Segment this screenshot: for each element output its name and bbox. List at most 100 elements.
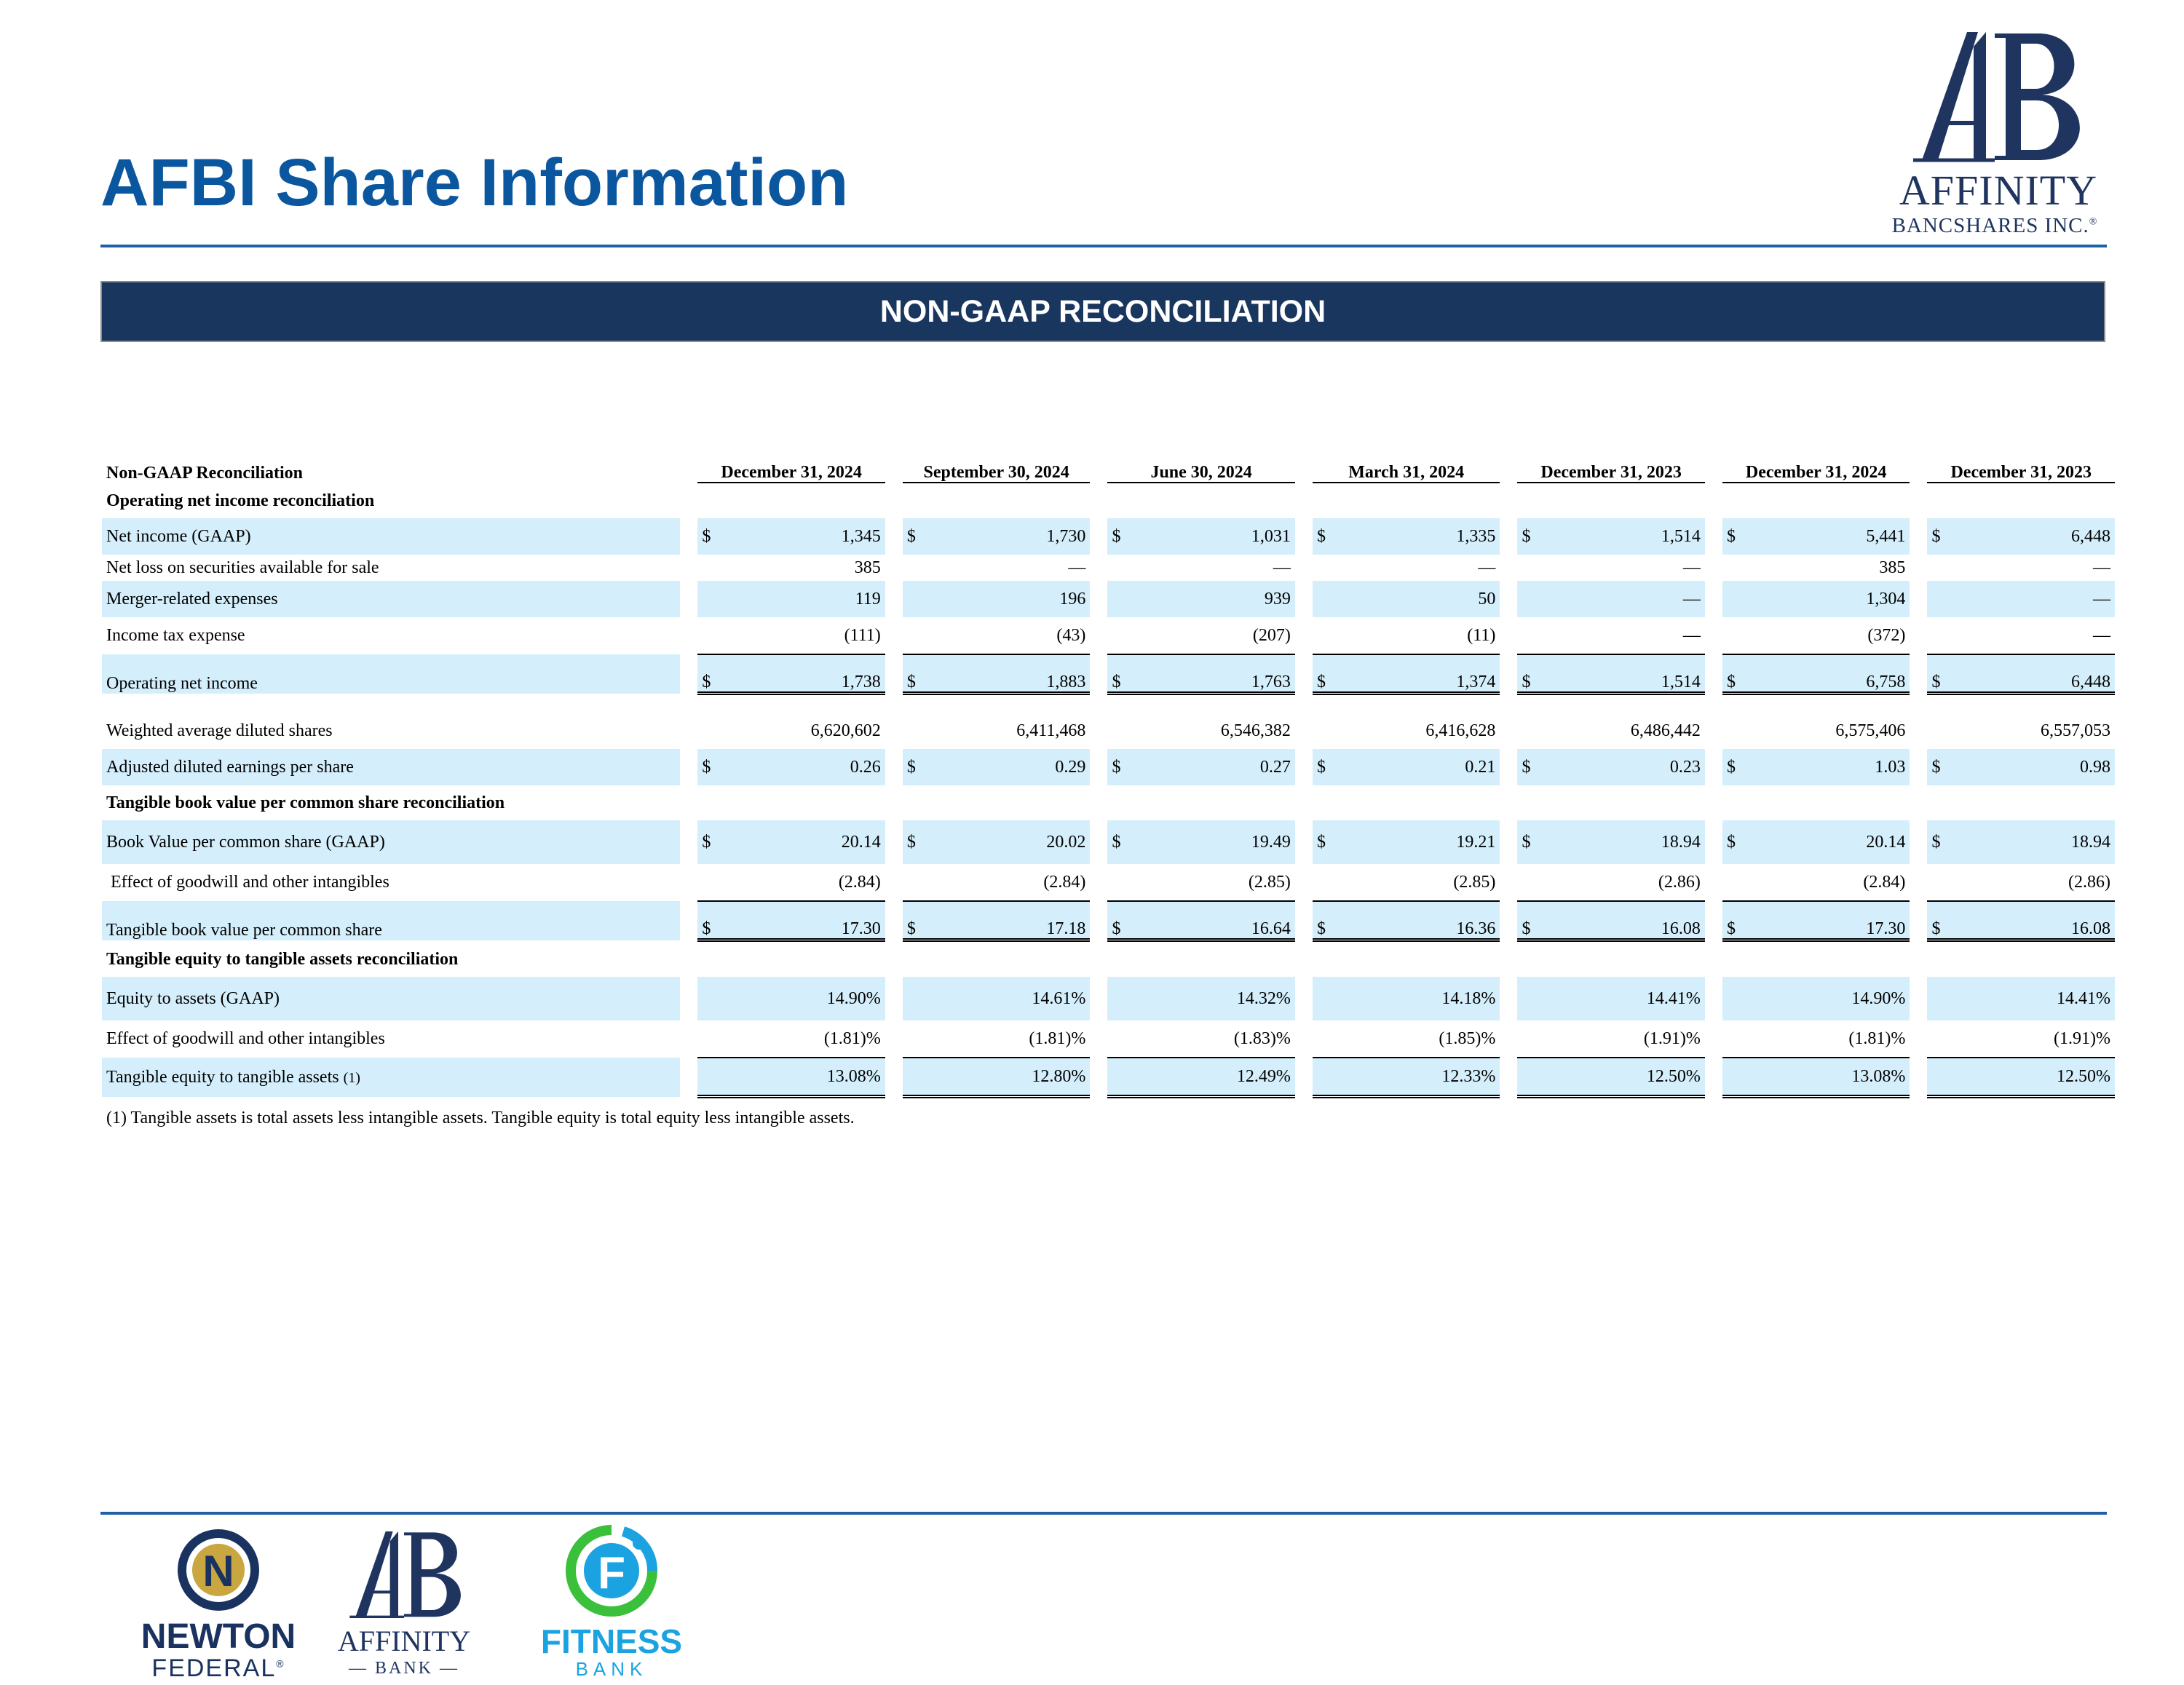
currency-symbol: $ — [1722, 901, 1748, 942]
currency-symbol: $ — [1927, 654, 1952, 695]
cell-value: (2.85) — [1337, 864, 1500, 902]
row-label: Equity to assets (GAAP) — [102, 977, 681, 1020]
table-header-row: Non-GAAP Reconciliation December 31, 2024… — [102, 457, 2115, 483]
footnote: (1) Tangible assets is total assets less… — [106, 1109, 855, 1127]
currency-symbol — [1517, 977, 1543, 1020]
affinity-wordmark: AFFINITY — [1899, 167, 2098, 214]
currency-symbol — [1927, 1020, 1952, 1058]
currency-symbol: $ — [697, 518, 723, 555]
row-label: Net income (GAAP) — [102, 518, 681, 555]
currency-symbol — [697, 581, 723, 617]
currency-symbol — [1517, 864, 1543, 902]
column-header: September 30, 2024 — [902, 457, 1091, 483]
cell-value: (2.84) — [927, 864, 1091, 902]
ab-monogram-icon — [1913, 32, 2080, 162]
currency-symbol — [1927, 1058, 1952, 1098]
currency-symbol: $ — [1107, 901, 1133, 942]
currency-symbol: $ — [1517, 901, 1543, 942]
currency-symbol: $ — [1722, 518, 1748, 555]
table-row: Income tax expense (111) (43) (207) (11) — (37… — [102, 617, 2115, 655]
table-row: Operating net income $1,738 $1,883 $1,763 $1… — [102, 654, 2115, 695]
row-label: Income tax expense — [106, 626, 245, 646]
cell-value: (11) — [1337, 617, 1500, 655]
table-row: Net loss on securities available for sal… — [102, 555, 2115, 581]
currency-symbol — [697, 555, 722, 581]
footer-divider — [100, 1512, 2107, 1515]
table-row: Book Value per common share (GAAP) $20.14… — [102, 820, 2115, 864]
cell-value: 14.41% — [1542, 977, 1705, 1020]
cell-value: (1.83)% — [1132, 1020, 1295, 1058]
cell-value: 6,486,442 — [1630, 721, 1701, 740]
currency-symbol — [1312, 581, 1338, 617]
cell-value: 17.18 — [927, 901, 1091, 942]
cell-value: 12.50% — [1952, 1058, 2115, 1098]
cell-value: — — [1478, 558, 1496, 577]
fitness-bank-wordmark: BANK — [575, 1658, 648, 1680]
table-row: Effect of goodwill and other intangibles… — [102, 864, 2115, 902]
cell-value: (2.86) — [1542, 864, 1705, 902]
cell-value: — — [1952, 581, 2115, 617]
cell-value: 20.14 — [722, 820, 885, 864]
cell-value: 16.08 — [1952, 901, 2115, 942]
currency-symbol — [1927, 617, 1952, 655]
cell-value: (1.81)% — [1747, 1020, 1910, 1058]
cell-value: 385 — [1879, 558, 1906, 577]
header-divider — [100, 245, 2107, 247]
cell-value: (2.84) — [1747, 864, 1910, 902]
currency-symbol — [1517, 1058, 1543, 1098]
cell-value: 1,335 — [1337, 518, 1500, 555]
cell-value: 6,620,602 — [810, 721, 881, 740]
cell-value: 14.32% — [1132, 977, 1295, 1020]
cell-value: 14.18% — [1337, 977, 1500, 1020]
row-label: Effect of goodwill and other intangibles — [106, 873, 389, 892]
currency-symbol — [1107, 864, 1133, 902]
currency-symbol — [1107, 1020, 1133, 1058]
cell-value: 13.08% — [722, 1058, 885, 1098]
newton-n-badge-icon: N — [178, 1529, 259, 1611]
cell-value: 5,441 — [1747, 518, 1910, 555]
non-gaap-reconciliation-table: Non-GAAP Reconciliation December 31, 2024… — [102, 457, 2115, 1127]
cell-value: 1,304 — [1747, 581, 1910, 617]
currency-symbol — [902, 1058, 928, 1098]
cell-value: 14.61% — [927, 977, 1091, 1020]
cell-value: 14.90% — [722, 977, 885, 1020]
cell-value: (2.86) — [1952, 864, 2115, 902]
cell-value: — — [1952, 617, 2115, 655]
table-row: Net income (GAAP) $1,345 $1,730 $1,031 $1,33… — [102, 518, 2115, 555]
section-heading-row: Operating net income reconciliation — [102, 483, 2115, 518]
cell-value: (372) — [1747, 617, 1910, 655]
currency-symbol — [1722, 864, 1748, 902]
currency-symbol — [1107, 555, 1132, 581]
currency-symbol: $ — [697, 654, 723, 695]
affinity-bank-logo: AFFINITY — BANK — — [320, 1529, 488, 1685]
currency-symbol — [903, 555, 927, 581]
cell-value: (43) — [927, 617, 1091, 655]
cell-value: 6,557,053 — [2041, 721, 2110, 740]
cell-value: 16.08 — [1542, 901, 1705, 942]
currency-symbol: $ — [1312, 901, 1338, 942]
bank-wordmark: — BANK — — [348, 1659, 459, 1678]
table-row: Merger-related expenses 119 196 939 50 — 1,304… — [102, 581, 2115, 617]
currency-symbol — [1722, 977, 1748, 1020]
currency-symbol — [1927, 555, 1952, 581]
fitness-bank-logo: F FITNESS BANK — [531, 1521, 692, 1685]
currency-symbol — [1722, 713, 1747, 749]
currency-symbol — [697, 713, 722, 749]
currency-symbol: $ — [1107, 820, 1133, 864]
currency-symbol — [1517, 1020, 1543, 1058]
federal-wordmark: FEDERAL® — [151, 1654, 285, 1682]
column-header: March 31, 2024 — [1312, 457, 1500, 483]
currency-symbol: $ — [1107, 749, 1133, 785]
currency-symbol — [1927, 977, 1952, 1020]
currency-symbol: $ — [1312, 518, 1338, 555]
currency-symbol: $ — [1722, 820, 1748, 864]
currency-symbol — [1722, 555, 1747, 581]
currency-symbol — [902, 977, 928, 1020]
cell-value: 19.21 — [1337, 820, 1500, 864]
spacer-row — [102, 694, 2115, 713]
currency-symbol: $ — [902, 901, 928, 942]
currency-symbol: $ — [902, 654, 928, 695]
currency-symbol — [1927, 581, 1952, 617]
currency-symbol: $ — [1927, 901, 1952, 942]
cell-value: 12.49% — [1132, 1058, 1295, 1098]
